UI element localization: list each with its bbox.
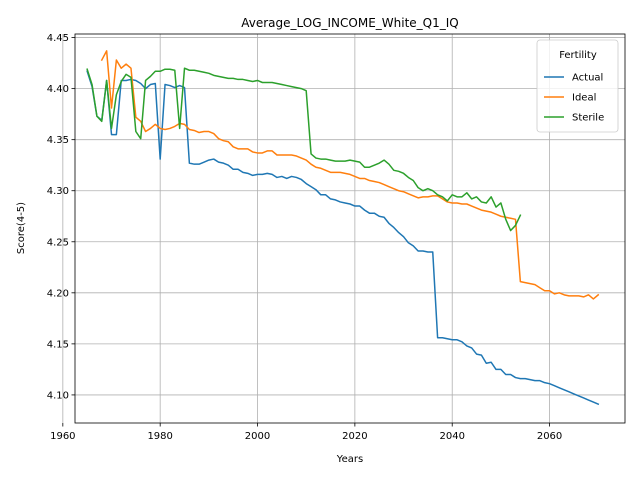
chart-title: Average_LOG_INCOME_White_Q1_IQ — [241, 16, 459, 30]
series-lines — [86, 50, 600, 406]
y-tick-label: 4.40 — [47, 84, 69, 95]
legend: Fertility Actual Ideal Sterile — [536, 39, 619, 133]
x-tick-label: 2060 — [537, 431, 562, 442]
legend-entries: Actual Ideal Sterile — [544, 73, 604, 124]
legend-label-actual: Actual — [572, 73, 603, 84]
y-tick-label: 4.45 — [47, 33, 69, 44]
axis-ticks: 1960 1980 2000 2020 2040 2060 4.10 4.15 4.20 4.25… — [47, 33, 563, 442]
y-tick-label: 4.10 — [47, 390, 69, 401]
series-line-actual — [86, 70, 600, 406]
y-tick-label: 4.25 — [47, 237, 69, 248]
y-tick-label: 4.20 — [47, 288, 69, 299]
series-line-sterile — [86, 67, 522, 232]
legend-label-sterile: Sterile — [572, 113, 604, 124]
legend-title: Fertility — [559, 50, 597, 61]
x-tick-label: 1960 — [50, 431, 75, 442]
x-tick-label: 2020 — [342, 431, 367, 442]
plot-frame — [74, 33, 626, 424]
x-axis-label: Years — [336, 454, 363, 465]
grid — [62, 34, 625, 423]
y-tick-label: 4.15 — [47, 339, 69, 350]
x-tick-label: 2000 — [245, 431, 270, 442]
y-axis-label: Score(4-5) — [16, 202, 27, 254]
series-line-ideal — [100, 50, 600, 300]
y-tick-label: 4.30 — [47, 186, 69, 197]
x-tick-label: 2040 — [439, 431, 464, 442]
x-tick-label: 1980 — [147, 431, 172, 442]
legend-label-ideal: Ideal — [572, 93, 596, 104]
legend-box — [536, 39, 619, 133]
y-tick-label: 4.35 — [47, 135, 69, 146]
